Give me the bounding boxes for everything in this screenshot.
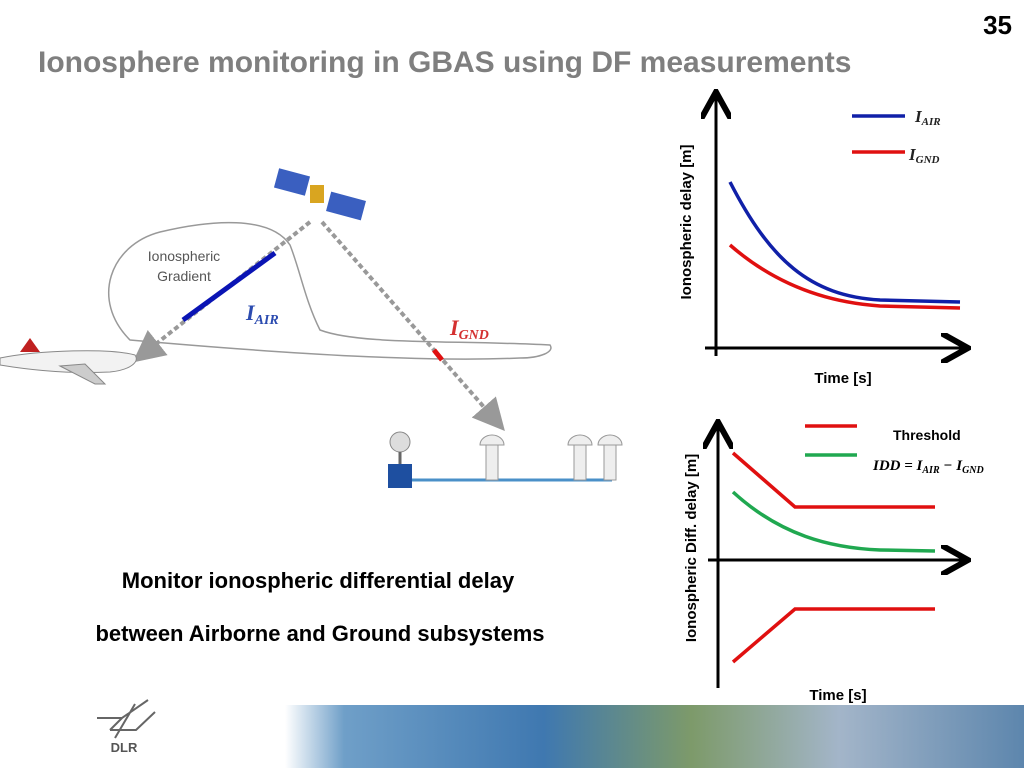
- legend-main: I: [908, 145, 917, 164]
- logo-text: DLR: [111, 740, 138, 755]
- airplane: [0, 338, 137, 385]
- page-number: 35: [983, 10, 1012, 40]
- slide-title: Ionosphere monitoring in GBAS using DF m…: [38, 46, 851, 79]
- idd-part: − I: [940, 458, 964, 474]
- satellite: [273, 168, 366, 221]
- x-axis-label: Time [s]: [809, 687, 866, 704]
- gradient-cloud: [108, 221, 552, 360]
- legend-main: I: [914, 107, 923, 126]
- air-label-sub: AIR: [254, 313, 279, 328]
- delay-plot: IAIR IGND Ionospheric delay [m] Time [s]: [678, 95, 965, 387]
- gradient-label: Ionospheric: [148, 248, 220, 264]
- signal-gnd: [320, 220, 505, 432]
- logo: [97, 699, 156, 739]
- air-curve: [728, 181, 961, 304]
- idd-sub: GND: [962, 465, 984, 476]
- diagram: Ionospheric Gradient IAIR IGND: [0, 168, 623, 488]
- idd-sub: AIR: [921, 465, 940, 476]
- ground-station: [388, 431, 623, 488]
- legend-entry: IAIR: [914, 107, 941, 128]
- y-axis-label: Ionospheric Diff. delay [m]: [683, 454, 700, 642]
- caption: between Airborne and Ground subsystems: [95, 621, 544, 646]
- legend-sub: GND: [916, 154, 940, 166]
- legend-entry: IGND: [908, 145, 940, 166]
- gnd-label: IGND: [449, 315, 489, 343]
- earth-banner: [285, 705, 1024, 768]
- gnd-curve: [728, 243, 961, 310]
- diff-plot: Threshold IDD = IAIR − IGND Ionospheric …: [683, 425, 984, 704]
- gradient-label: Gradient: [157, 268, 211, 284]
- air-label: IAIR: [245, 300, 279, 328]
- legend-entry: IDD = IAIR − IGND: [872, 458, 984, 476]
- threshold-lower: [731, 607, 935, 664]
- legend-entry: Threshold: [893, 427, 961, 443]
- gnd-path: [432, 348, 444, 362]
- idd-part: IDD = I: [872, 458, 924, 474]
- air-path: [181, 250, 277, 323]
- y-axis-label: Ionospheric delay [m]: [678, 144, 695, 299]
- caption: Monitor ionospheric differential delay: [122, 568, 515, 593]
- gnd-label-sub: GND: [459, 328, 489, 343]
- legend-sub: AIR: [921, 116, 941, 128]
- x-axis-label: Time [s]: [814, 370, 871, 387]
- gnd-label-main: I: [449, 315, 460, 340]
- air-label-main: I: [245, 300, 256, 325]
- idd-curve: [731, 490, 936, 553]
- threshold-upper: [731, 451, 935, 509]
